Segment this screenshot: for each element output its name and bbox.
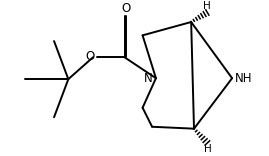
Text: O: O xyxy=(121,2,130,15)
Text: H: H xyxy=(204,144,212,154)
Text: NH: NH xyxy=(235,72,253,85)
Text: N: N xyxy=(144,72,153,85)
Text: O: O xyxy=(86,50,95,63)
Text: H: H xyxy=(203,1,211,11)
